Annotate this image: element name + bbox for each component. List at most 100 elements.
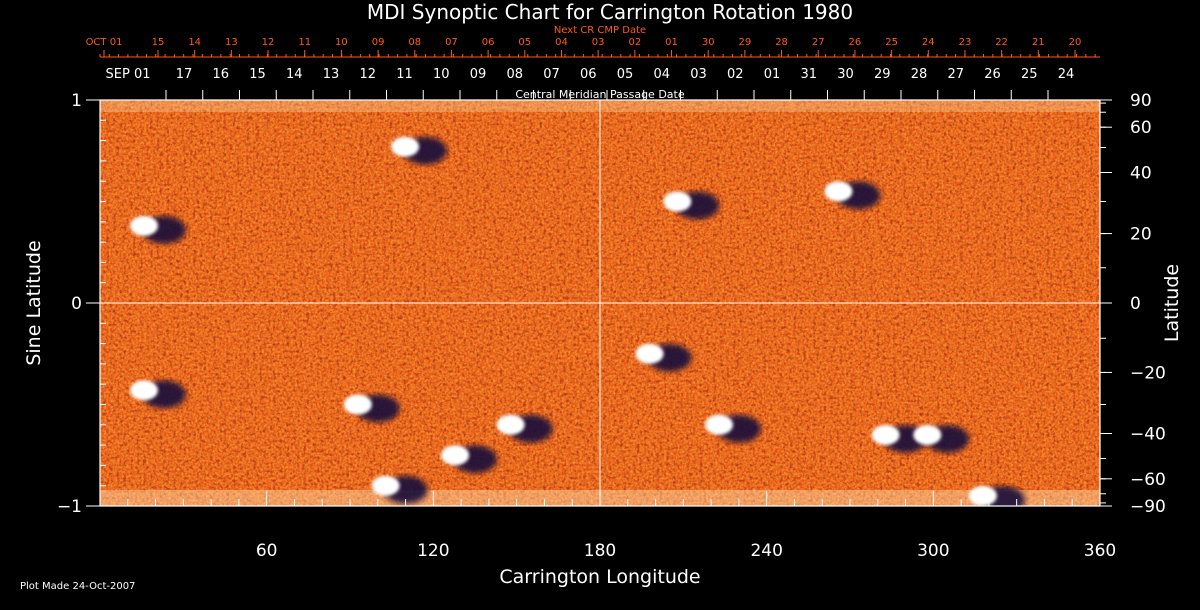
red-axis-tick-label: 11 <box>298 37 311 48</box>
red-axis-tick-label: 14 <box>188 37 201 48</box>
white-axis-tick-label: 31 <box>800 67 817 82</box>
red-axis-tick-label: 24 <box>922 37 935 48</box>
red-axis-tick-label: 22 <box>995 37 1008 48</box>
white-axis-tick-label: 12 <box>359 67 376 82</box>
white-axis-tick-label: 04 <box>653 67 670 82</box>
red-axis-tick-label: 07 <box>445 37 458 48</box>
red-axis-label: Next CR CMP Date <box>554 25 646 36</box>
white-axis-tick-label: 11 <box>396 67 413 82</box>
active-region <box>496 414 553 443</box>
plot-made-note: Plot Made 24-Oct-2007 <box>20 581 135 592</box>
white-axis-tick-label: 17 <box>176 67 193 82</box>
red-axis-tick-label: 01 <box>665 37 678 48</box>
y-tick-label-right: 20 <box>1130 225 1152 245</box>
active-region <box>705 414 761 443</box>
red-axis-tick-label: 10 <box>335 37 348 48</box>
white-axis-tick-label: 13 <box>323 67 340 82</box>
active-region <box>824 181 881 210</box>
active-region <box>391 136 448 165</box>
red-axis-tick-label: 03 <box>592 37 605 48</box>
positive-polarity-patch <box>913 424 942 445</box>
red-axis-tick-label: 13 <box>225 37 238 48</box>
positive-polarity-patch <box>824 181 853 202</box>
y-tick-label-right: −90 <box>1130 497 1166 517</box>
x-tick-label: 360 <box>1084 541 1116 561</box>
x-tick-label: 300 <box>917 541 949 561</box>
y-tick-label-right: 40 <box>1130 164 1152 184</box>
y-tick-label-left: −1 <box>57 497 82 517</box>
white-axis-tick-label: 09 <box>470 67 487 82</box>
top-red-axis: Next CR CMP Date OCT 01 15 14 13 12 11 10 09 08 0… <box>86 25 1100 58</box>
red-axis-tick-label: 27 <box>812 37 825 48</box>
active-region <box>343 394 400 423</box>
positive-polarity-patch <box>663 191 692 212</box>
white-axis-tick-label: 16 <box>212 67 229 82</box>
positive-polarity-patch <box>371 475 400 496</box>
positive-polarity-patch <box>130 215 158 236</box>
y-axis-title-left: Sine Latitude <box>23 240 45 365</box>
x-axis-title: Carrington Longitude <box>499 566 700 588</box>
red-axis-tick-label: 05 <box>518 37 531 48</box>
white-axis-tick-label: 27 <box>947 67 964 82</box>
white-axis-tick-label: 14 <box>286 67 303 82</box>
red-axis-tick-label: 06 <box>482 37 495 48</box>
active-region <box>441 445 498 474</box>
red-axis-tick-label: 20 <box>1069 37 1082 48</box>
positive-polarity-patch <box>705 414 733 435</box>
red-axis-tick-label: 23 <box>959 37 972 48</box>
white-axis-tick-label: 02 <box>727 67 744 82</box>
red-axis-tick-label: 28 <box>775 37 788 48</box>
white-axis-tick-label: 30 <box>837 67 854 82</box>
x-tick-label: 60 <box>256 541 278 561</box>
red-axis-tick-label: 09 <box>372 37 385 48</box>
positive-polarity-patch <box>130 380 158 401</box>
active-region <box>635 343 692 372</box>
active-region <box>130 380 186 409</box>
left-axis: 1 0 −1 <box>57 91 112 517</box>
y-tick-label-right: 0 <box>1130 294 1141 314</box>
white-axis-tick-label: 25 <box>1021 67 1038 82</box>
y-tick-label-right: 90 <box>1130 91 1152 111</box>
white-axis-tick-label: 26 <box>984 67 1001 82</box>
red-axis-tick-label: 15 <box>152 37 165 48</box>
x-tick-label: 180 <box>584 541 616 561</box>
positive-polarity-patch <box>391 136 420 157</box>
right-axis: 90 60 40 20 0 −20 −40 −60 −90 <box>1100 91 1166 517</box>
active-region <box>663 191 720 220</box>
active-region <box>130 215 186 244</box>
top-white-axis: Central Meridian Passage Date SEP 01 17 16… <box>100 67 1100 101</box>
white-axis-tick-label: 24 <box>1058 67 1075 82</box>
y-tick-label-right: −40 <box>1130 424 1166 444</box>
red-axis-tick-label: 30 <box>702 37 715 48</box>
white-axis-tick-label: 07 <box>543 67 560 82</box>
red-axis-tick-label: 29 <box>739 37 752 48</box>
white-axis-tick-label: 05 <box>617 67 634 82</box>
red-axis-tick-label: 04 <box>555 37 568 48</box>
positive-polarity-patch <box>441 445 470 466</box>
white-axis-tick-label: 06 <box>580 67 597 82</box>
x-tick-label: 240 <box>750 541 782 561</box>
red-axis-tick-label: 21 <box>1032 37 1045 48</box>
white-axis-tick-label: 15 <box>249 67 266 82</box>
positive-polarity-patch <box>871 424 900 445</box>
red-axis-tick-label: 08 <box>408 37 421 48</box>
white-axis-tick-label: 03 <box>690 67 707 82</box>
positive-polarity-patch <box>496 414 525 435</box>
red-axis-tick-label: 25 <box>885 37 898 48</box>
active-region <box>968 485 1025 506</box>
positive-polarity-patch <box>635 343 664 364</box>
positive-polarity-patch <box>343 394 372 415</box>
white-axis-tick-label: 10 <box>433 67 450 82</box>
bottom-axis: 60 120 180 240 300 360 <box>99 491 1116 561</box>
white-axis-tick-label: 01 <box>764 67 781 82</box>
active-regions <box>130 136 1025 506</box>
y-tick-label-right: 60 <box>1130 118 1152 138</box>
red-axis-tick-label: 02 <box>628 37 641 48</box>
white-axis-tick-label: 08 <box>506 67 523 82</box>
active-region <box>913 424 970 453</box>
x-tick-label: 120 <box>417 541 449 561</box>
y-tick-label-left: 1 <box>71 91 82 111</box>
red-axis-tick-label: 26 <box>849 37 862 48</box>
y-tick-label-left: 0 <box>71 294 82 314</box>
